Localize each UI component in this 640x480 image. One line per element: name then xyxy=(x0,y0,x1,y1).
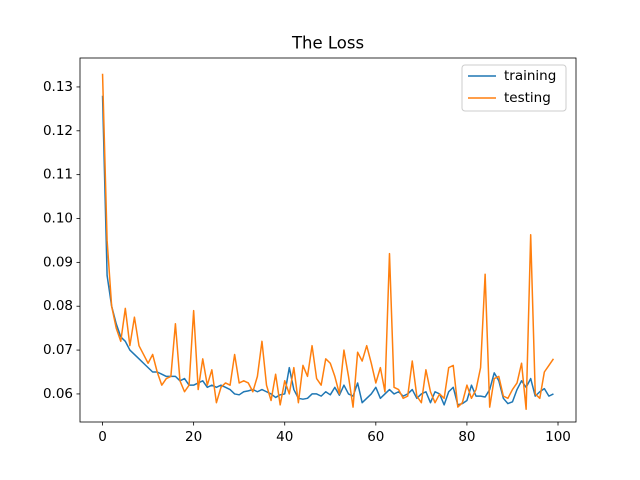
y-tick-label: 0.06 xyxy=(43,386,73,402)
x-tick-label: 20 xyxy=(185,429,202,445)
x-tick-label: 40 xyxy=(276,429,293,445)
line-series xyxy=(101,73,555,411)
y-tick-label: 0.13 xyxy=(43,79,73,95)
y-tick-label: 0.11 xyxy=(43,167,73,183)
x-tick-label: 0 xyxy=(98,429,107,445)
line-series xyxy=(101,95,554,406)
y-tick-label: 0.09 xyxy=(43,254,73,270)
x-tick-label: 80 xyxy=(458,429,475,445)
legend-label: testing xyxy=(504,90,551,106)
chart-title: The Loss xyxy=(291,34,364,53)
y-tick-label: 0.10 xyxy=(43,211,73,227)
axes-frame xyxy=(79,57,577,423)
y-tick-label: 0.08 xyxy=(43,298,73,314)
x-tick-label: 100 xyxy=(545,429,571,445)
y-tick-label: 0.12 xyxy=(43,123,73,139)
y-tick-label: 0.07 xyxy=(43,342,73,358)
legend-label: training xyxy=(504,68,556,84)
x-tick-label: 60 xyxy=(367,429,384,445)
